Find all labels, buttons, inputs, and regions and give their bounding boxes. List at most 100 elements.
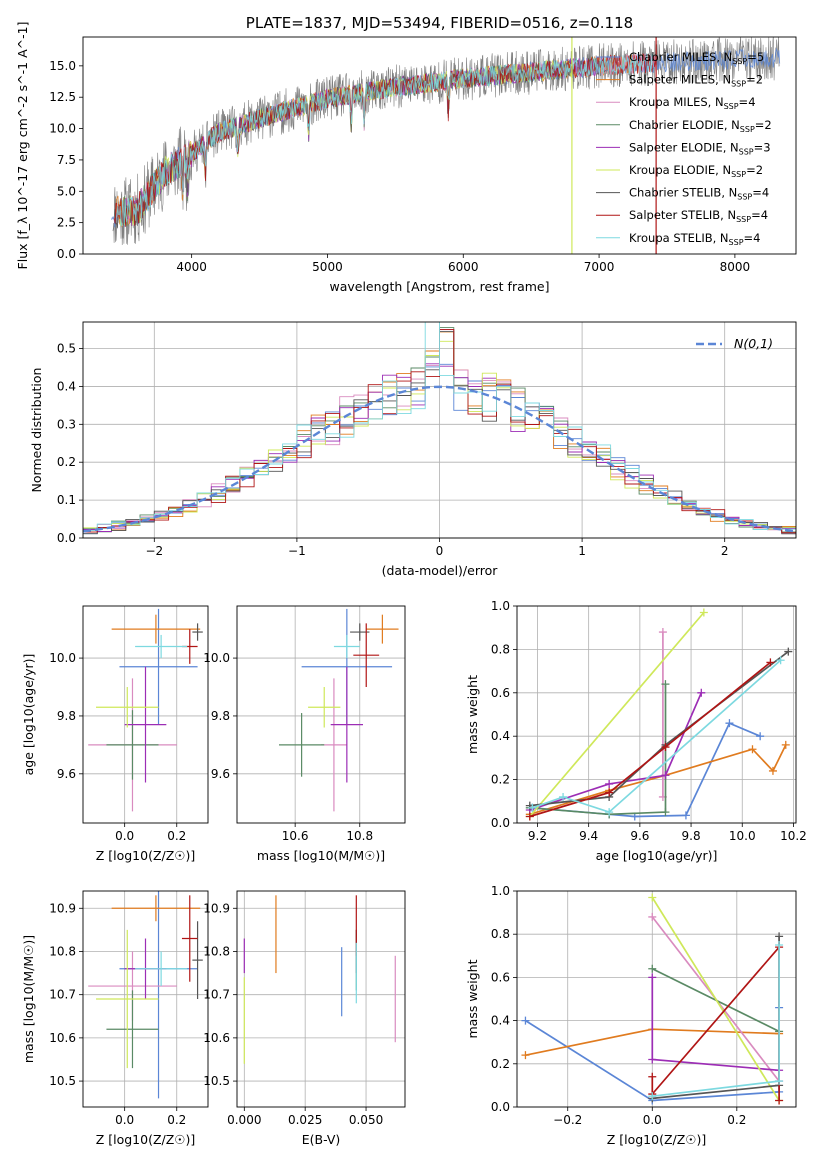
series-marker <box>521 1051 530 1060</box>
x-axis-label: Z [log10(Z/Z☉)] <box>607 1132 707 1147</box>
x-tick-label: 10.8 <box>346 829 373 843</box>
series-marker <box>648 893 657 902</box>
series-marker <box>521 1016 530 1025</box>
x-axis-label: mass [log10(M/M☉)] <box>257 848 385 863</box>
x-tick-label: 2 <box>721 544 729 558</box>
series-line-salpeter-elodie <box>529 692 703 811</box>
x-axis-label: E(B-V) <box>302 1132 341 1147</box>
x-tick-label: 4000 <box>176 260 207 274</box>
x-tick-label: 7000 <box>584 260 615 274</box>
x-tick-label: 0 <box>436 544 444 558</box>
series-marker <box>725 719 734 728</box>
chart-title: PLATE=1837, MJD=53494, FIBERID=0516, z=0… <box>246 14 633 32</box>
spectrum-legend: Chabrier MILES, NSSP=5 Salpeter MILES, NS… <box>596 50 772 247</box>
x-tick-label: 0.2 <box>727 1113 746 1127</box>
mass_weight_vs_Z-frame <box>516 890 797 1108</box>
legend-label: Chabrier ELODIE, NSSP=2 <box>629 118 772 134</box>
mass_weight_vs_age-lines <box>525 608 793 821</box>
age_vs_mass-axes: 10.6 10.8 9.6 9.8 10.0 mass [log10(M/M☉)] <box>203 606 405 863</box>
model-line-kroupa-stelib <box>116 53 654 227</box>
x-tick-label: 0.000 <box>227 1113 261 1127</box>
y-tick-label: 7.5 <box>57 153 76 167</box>
x-tick-label: 0.025 <box>288 1113 322 1127</box>
y-tick-label: 0.2 <box>491 1057 510 1071</box>
series-marker <box>605 808 614 817</box>
legend-label: Kroupa MILES, NSSP=4 <box>629 95 756 111</box>
y-tick-label: 0.0 <box>491 1100 510 1114</box>
series-marker <box>648 912 657 921</box>
mass_vs_ebv-frame <box>236 890 406 1108</box>
series-line-salpeter-stelib <box>529 661 771 818</box>
x-tick-label: 0.0 <box>643 1113 662 1127</box>
y-tick-label: 10.0 <box>49 122 76 136</box>
age_vs_Z-points <box>88 608 203 812</box>
y-tick-label: 0.8 <box>491 927 510 941</box>
mass_vs_Z-axes: 0.0 0.2 10.5 10.6 10.7 10.8 10.9 Z [log10(Z/Z☉)… <box>21 891 208 1147</box>
series-marker <box>768 766 777 775</box>
y-tick-label: 10.5 <box>49 1074 76 1088</box>
series-marker <box>697 688 706 697</box>
y-tick-label: 0.8 <box>491 642 510 656</box>
x-axis-label: age [log10(age/yr)] <box>596 848 718 863</box>
series-marker <box>605 779 614 788</box>
series-marker <box>661 743 670 752</box>
x-tick-label: 9.8 <box>682 829 701 843</box>
y-tick-label: 9.6 <box>211 767 230 781</box>
x-tick-label: 10.2 <box>780 829 807 843</box>
series-line-kroupa-elodie <box>651 897 780 1101</box>
series-line-chabrier-stelib <box>652 936 780 1100</box>
mass_vs_ebv-axes: 0.000 0.025 0.050 10.5 10.6 10.7 10.8 10.9 E(B-V… <box>203 891 405 1147</box>
legend-label: N(0,1) <box>734 336 773 351</box>
mass_weight_vs_Z-lines <box>521 893 784 1105</box>
series-line-chabrier-stelib <box>529 650 789 807</box>
y-tick-label: 2.5 <box>57 216 76 230</box>
y-tick-label: 9.6 <box>57 767 76 781</box>
series-line-salpeter-miles <box>529 744 787 816</box>
age_vs_Z-axes: 0.0 0.2 9.6 9.8 10.0 Z [log10(Z/Z☉)] age [log1… <box>21 606 208 863</box>
y-tick-label: 15.0 <box>49 59 76 73</box>
residuals-frame <box>82 321 797 539</box>
y-tick-label: 0.0 <box>57 531 76 545</box>
age_vs_Z-frame <box>82 605 209 824</box>
x-tick-label: 9.4 <box>579 829 598 843</box>
y-tick-label: 10.7 <box>49 988 76 1002</box>
series-line-kroupa-elodie <box>529 611 705 818</box>
series-marker <box>775 1077 784 1086</box>
legend-label: Salpeter STELIB, NSSP=4 <box>629 208 768 224</box>
series-marker <box>559 792 568 801</box>
x-tick-label: 8000 <box>720 260 751 274</box>
series-marker <box>648 1055 657 1064</box>
x-axis-label: Z [log10(Z/Z☉)] <box>96 1132 196 1147</box>
x-axis-label: Z [log10(Z/Z☉)] <box>96 848 196 863</box>
y-tick-label: 0.6 <box>491 686 510 700</box>
y-axis-label: mass weight <box>465 959 480 1038</box>
y-tick-label: 0.0 <box>57 247 76 261</box>
x-tick-label: 10.0 <box>729 829 756 843</box>
y-axis-label: age [log10(age/yr)] <box>21 654 36 776</box>
y-tick-label: 9.8 <box>57 709 76 723</box>
y-tick-label: 0.4 <box>57 379 76 393</box>
legend-label: Kroupa ELODIE, NSSP=2 <box>629 163 763 179</box>
spectrum-frame <box>82 36 797 255</box>
y-tick-label: 0.5 <box>57 342 76 356</box>
spectrum-lines <box>111 37 781 254</box>
series-marker <box>784 647 793 656</box>
y-tick-label: 10.9 <box>49 901 76 915</box>
series-marker <box>776 656 785 665</box>
x-tick-label: 0.0 <box>115 1113 134 1127</box>
legend-label: Chabrier MILES, NSSP=5 <box>629 50 764 66</box>
x-tick-label: −2 <box>145 544 163 558</box>
x-tick-label: −1 <box>288 544 306 558</box>
x-tick-label: 5000 <box>312 260 343 274</box>
y-tick-label: 5.0 <box>57 184 76 198</box>
y-axis-label: Normed distribution <box>29 368 44 493</box>
y-tick-label: 1.0 <box>491 599 510 613</box>
legend-label: Salpeter ELODIE, NSSP=3 <box>629 140 771 156</box>
mass_vs_ebv-points <box>243 895 396 1064</box>
legend-label: Salpeter MILES, NSSP=2 <box>629 73 763 89</box>
y-tick-label: 10.5 <box>203 1074 230 1088</box>
series-marker <box>661 680 670 689</box>
legend-label: Kroupa STELIB, NSSP=4 <box>629 231 761 247</box>
y-axis-label: mass [log10(M/M☉)] <box>21 935 36 1063</box>
y-tick-label: 0.4 <box>491 1014 510 1028</box>
